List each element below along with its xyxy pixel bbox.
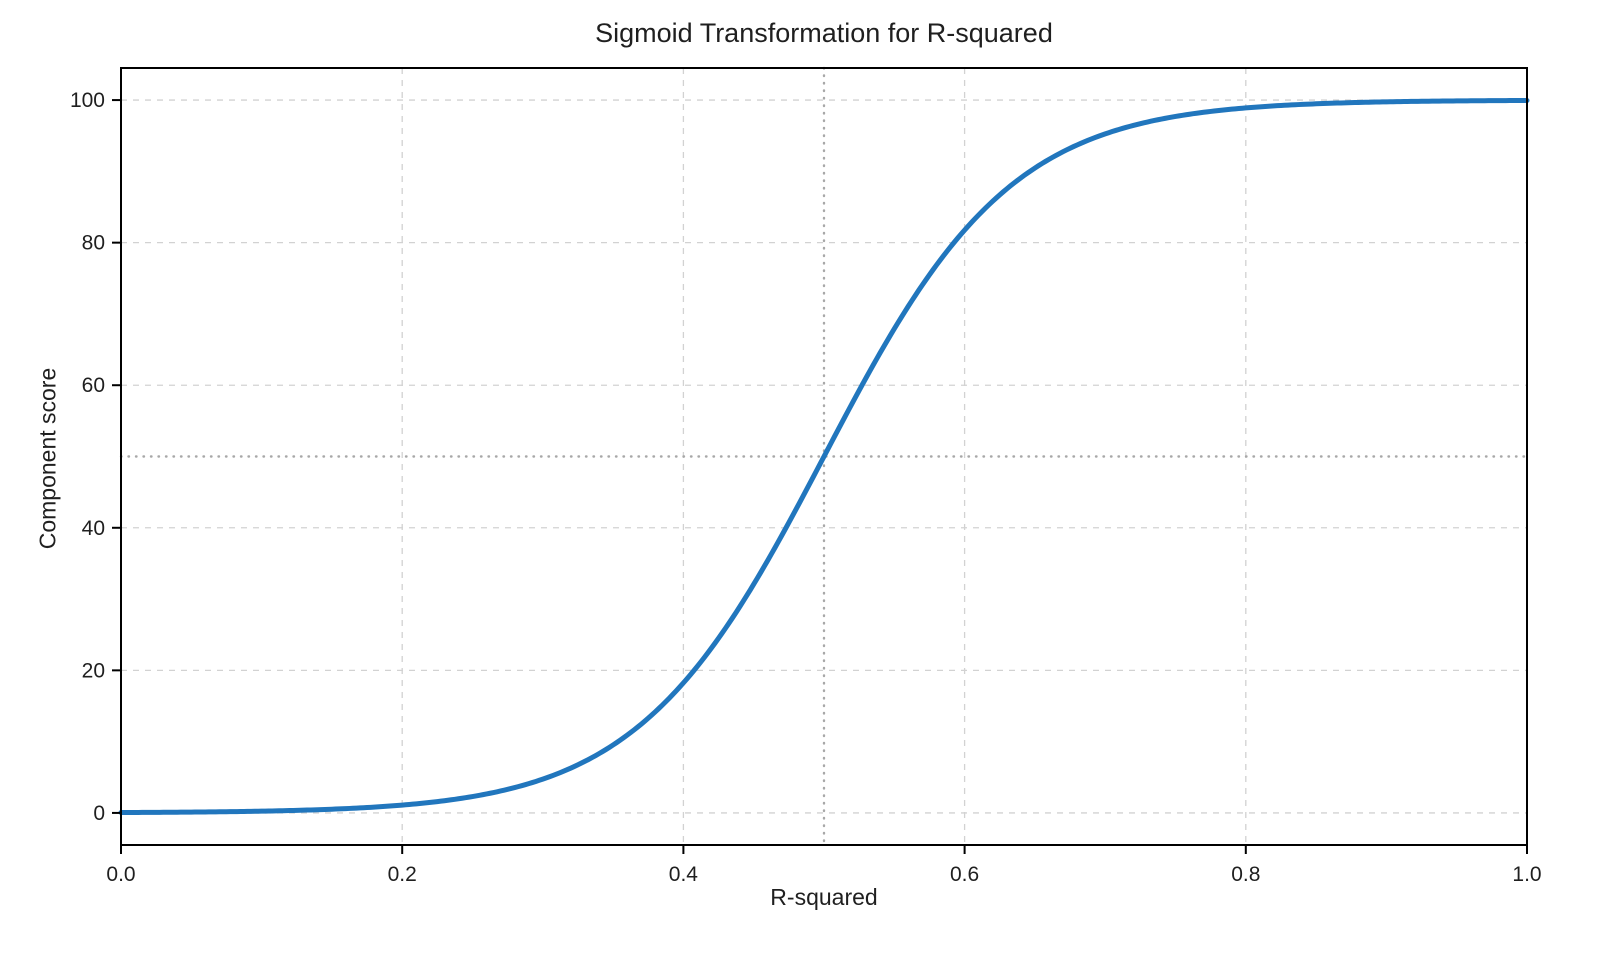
axis-frame <box>120 67 1528 846</box>
x-tick-label: 0.2 <box>388 863 417 886</box>
x-tick-label: 0.4 <box>669 863 699 886</box>
x-tick-label: 0.8 <box>1231 863 1260 886</box>
y-tick-label: 0 <box>93 802 105 825</box>
chart-title: Sigmoid Transformation for R-squared <box>595 18 1053 48</box>
y-tick-label: 60 <box>82 374 105 397</box>
y-tick-label: 20 <box>82 659 105 682</box>
sigmoid-curve <box>118 97 1530 816</box>
x-tick-label: 1.0 <box>1512 863 1541 886</box>
x-axis-label: R-squared <box>770 884 878 910</box>
y-tick-label: 100 <box>70 89 105 112</box>
x-tick-label: 0.0 <box>106 863 135 886</box>
y-tick-label: 40 <box>82 517 105 540</box>
x-tick-label: 0.6 <box>950 863 979 886</box>
y-tick-label: 80 <box>82 232 105 255</box>
